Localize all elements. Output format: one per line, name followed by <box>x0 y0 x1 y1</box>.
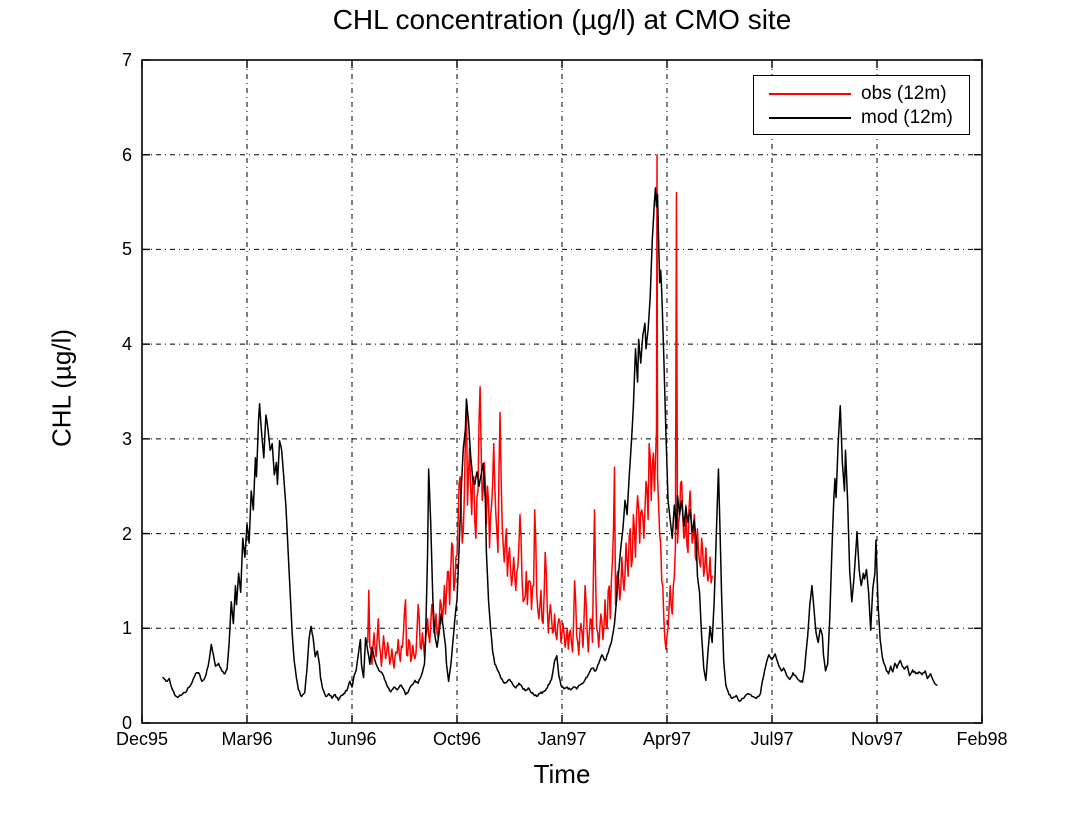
y-axis-title: CHL (µg/l) <box>46 328 77 448</box>
x-tick-label-Dec95: Dec95 <box>115 729 169 749</box>
legend-line-obs-icon <box>769 93 851 95</box>
y-tick-label-0: 0 <box>121 713 132 733</box>
y-tick-label-4: 4 <box>121 334 132 355</box>
series-line-mod <box>162 187 938 702</box>
y-tick-label-3: 3 <box>121 428 132 449</box>
y-tick-label-6: 6 <box>121 144 132 165</box>
legend-item-mod: mod (12m) <box>754 106 969 130</box>
x-tick-label-Oct96: Oct96 <box>432 729 482 749</box>
x-tick-label-Apr97: Apr97 <box>642 729 692 749</box>
x-tick-label-Jun96: Jun96 <box>327 729 377 749</box>
y-tick-label-1: 1 <box>121 618 132 639</box>
x-tick-label-Jan97: Jan97 <box>537 729 587 749</box>
series-line-obs <box>367 153 713 669</box>
x-axis-title: Time <box>533 759 591 789</box>
legend-label-obs: obs (12m) <box>861 83 947 104</box>
chart-title: CHL concentration (µg/l) at CMO site <box>332 4 792 35</box>
legend-item-obs: obs (12m) <box>754 82 969 106</box>
x-tick-label-Feb98: Feb98 <box>956 729 1008 749</box>
y-tick-label-7: 7 <box>121 50 132 70</box>
legend-line-mod-icon <box>769 117 851 119</box>
y-tick-label-5: 5 <box>121 239 132 260</box>
x-tick-label-Jul97: Jul97 <box>750 729 794 749</box>
x-tick-label-Nov97: Nov97 <box>850 729 904 749</box>
legend-label-mod: mod (12m) <box>861 107 953 128</box>
x-tick-label-Mar96: Mar96 <box>221 729 273 749</box>
legend: obs (12m) mod (12m) <box>753 75 970 135</box>
y-tick-label-2: 2 <box>121 523 132 544</box>
